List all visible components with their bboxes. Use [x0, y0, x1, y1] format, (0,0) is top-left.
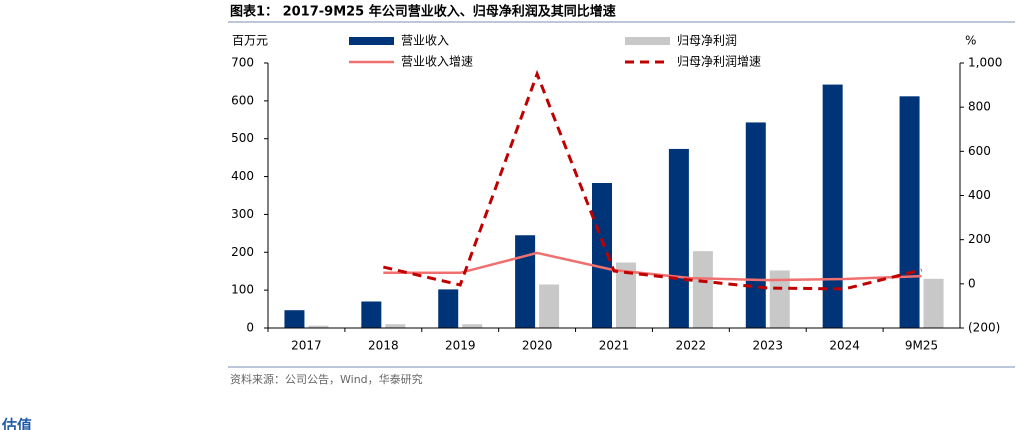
x-tick-label: 2024: [829, 339, 860, 353]
legend-swatch: [625, 37, 670, 45]
y-tick-label: 100: [231, 283, 254, 297]
y2-tick-label: (200): [968, 321, 1000, 335]
y-tick-label: 0: [246, 321, 254, 335]
y-tick-label: 300: [231, 207, 254, 221]
y2-axis-unit: %: [965, 34, 976, 48]
bar: [385, 324, 406, 328]
bar: [308, 325, 329, 328]
legend-label: 归母净利润增速: [677, 55, 761, 69]
y2-tick-label: 400: [968, 188, 991, 202]
y2-tick-label: 800: [968, 100, 991, 114]
bar: [462, 324, 483, 328]
x-tick-label: 2018: [368, 339, 399, 353]
section-heading: 估值: [1, 417, 32, 430]
legend-swatch: [349, 37, 394, 45]
source: 资料来源：公司公告，Wind，华泰研究: [230, 372, 423, 386]
bar: [899, 96, 920, 328]
bar: [769, 270, 790, 328]
x-tick-label: 2017: [291, 339, 322, 353]
bar: [668, 148, 689, 328]
bar: [592, 183, 612, 328]
chart-title: 图表1： 2017-9M25 年公司营业收入、归母净利润及其同比增速: [230, 4, 616, 20]
bar: [745, 122, 766, 328]
x-tick-label: 9M25: [905, 339, 938, 353]
x-tick-label: 2020: [522, 339, 553, 353]
y-tick-label: 200: [231, 245, 254, 259]
bar: [284, 310, 305, 328]
bar: [923, 278, 944, 328]
legend-label: 归母净利润: [677, 34, 737, 48]
x-tick-label: 2019: [445, 339, 476, 353]
y-tick-label: 700: [231, 56, 254, 70]
bar: [822, 84, 843, 328]
y2-tick-label: 1,000: [968, 56, 1002, 70]
bar: [438, 289, 459, 328]
legend-label: 营业收入增速: [401, 55, 473, 69]
y-tick-label: 500: [231, 131, 254, 145]
bar: [616, 262, 636, 328]
y2-tick-label: 0: [968, 276, 976, 290]
y-tick-label: 400: [231, 169, 254, 183]
bar: [692, 251, 713, 328]
x-tick-label: 2023: [753, 339, 784, 353]
bar: [539, 284, 560, 328]
line: [383, 251, 922, 282]
y2-tick-label: 200: [968, 232, 991, 246]
legend-label: 营业收入: [401, 34, 449, 48]
y2-tick-label: 600: [968, 144, 991, 158]
bar: [361, 301, 382, 328]
y-tick-label: 600: [231, 93, 254, 107]
y-axis-unit: 百万元: [232, 34, 268, 48]
x-tick-label: 2022: [676, 339, 707, 353]
x-tick-label: 2021: [599, 339, 630, 353]
bar: [515, 235, 536, 328]
